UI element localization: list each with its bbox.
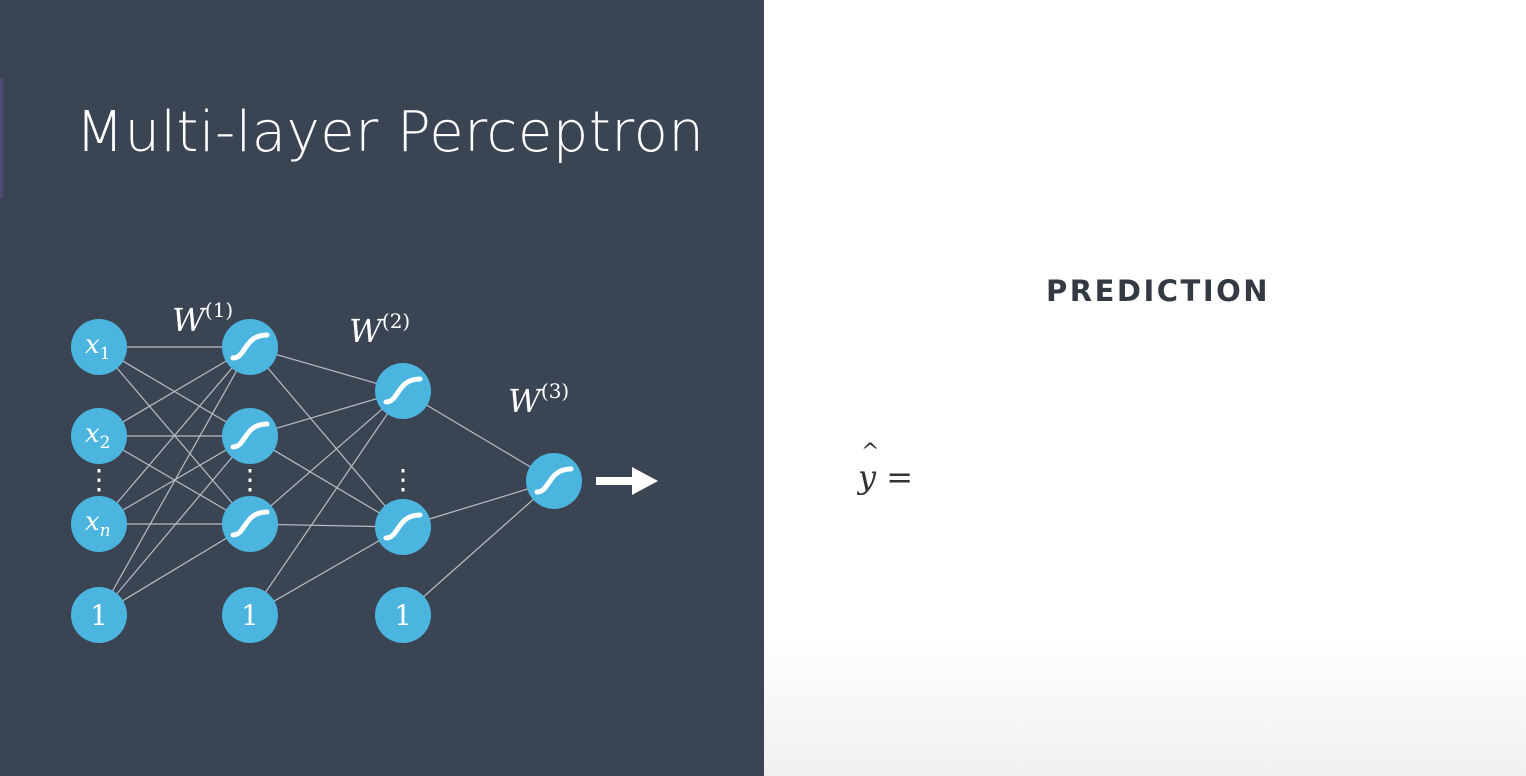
bias-label: 1 (241, 599, 259, 632)
input-node-3: xn (71, 496, 127, 552)
equals-sign: = (886, 458, 914, 496)
network-edges (98, 346, 555, 616)
weight-edge-l1 (98, 435, 251, 616)
slide-title: Multi-layer Perceptron (75, 100, 705, 165)
weight-label-2: W(2) (349, 309, 410, 350)
slide-right-panel (764, 0, 1526, 776)
network-nodes: x1 x2 xn 1 1 1 (71, 319, 582, 643)
input-node-4: 1 (71, 587, 127, 643)
bias-label: 1 (394, 599, 412, 632)
hidden1-node-2 (222, 408, 278, 464)
node-circle (222, 319, 278, 375)
sigmoid-curve-icon (534, 466, 574, 495)
hidden1-ellipsis: ⋮ (236, 463, 264, 496)
hidden1-node-1 (222, 319, 278, 375)
node-circle (222, 408, 278, 464)
node-circle (71, 408, 127, 464)
output-node-1 (526, 453, 582, 509)
weight-edge-l2 (249, 390, 404, 616)
yhat-variable: y (858, 458, 877, 496)
input-node-2: x2 (71, 408, 127, 464)
prediction-equation: ^ y = (858, 440, 914, 496)
weight-edge-l2 (249, 526, 404, 616)
weight-edge-l2 (249, 390, 404, 525)
hidden2-node-2 (375, 499, 431, 555)
sigmoid-curve-icon (383, 376, 423, 405)
sigmoid-curve-icon (383, 512, 423, 541)
hat-accent: ^ (861, 440, 880, 465)
node-circle (222, 496, 278, 552)
bias-label: 1 (90, 599, 108, 632)
node-circle (71, 319, 127, 375)
node-circle (71, 587, 127, 643)
weight-edge-l2 (249, 435, 404, 528)
hidden1-node-4: 1 (222, 587, 278, 643)
yhat-symbol: ^ y (858, 440, 879, 496)
node-circle (526, 453, 582, 509)
sigmoid-curve-icon (230, 421, 270, 450)
mlp-network-diagram: x1 x2 xn 1 1 1 W(1) W(2) W(3) ⋮ ⋮ ⋮ (71, 298, 658, 643)
sigmoid-curve-icon (230, 332, 270, 361)
hidden1-node-3 (222, 496, 278, 552)
weight-label-1: W(1) (172, 298, 233, 339)
input-node-1: x1 (71, 319, 127, 375)
left-accent-bar (0, 78, 3, 198)
weight-edge-l2 (249, 346, 404, 528)
hidden2-node-3: 1 (375, 587, 431, 643)
hidden2-node-1 (375, 363, 431, 419)
node-circle (71, 496, 127, 552)
node-circle (375, 363, 431, 419)
input-label: xn (85, 507, 111, 541)
hidden2-ellipsis: ⋮ (389, 463, 417, 496)
weight-edge-l3 (402, 480, 555, 616)
weight-label-3: W(3) (508, 379, 569, 420)
weight-edge-l3 (402, 390, 555, 482)
sigmoid-curve-icon (230, 509, 270, 538)
input-label: x1 (85, 330, 111, 364)
node-circle (375, 587, 431, 643)
input-ellipsis: ⋮ (85, 463, 113, 496)
input-label: x2 (85, 419, 111, 453)
node-circle (222, 587, 278, 643)
prediction-heading: PREDICTION (1046, 274, 1271, 308)
weight-edge-l1 (98, 523, 251, 616)
right-arrow-icon (596, 467, 658, 495)
weight-edge-l1 (98, 346, 251, 525)
node-circle (375, 499, 431, 555)
weight-edge-l1 (98, 346, 251, 616)
weight-edge-l1 (98, 346, 251, 437)
